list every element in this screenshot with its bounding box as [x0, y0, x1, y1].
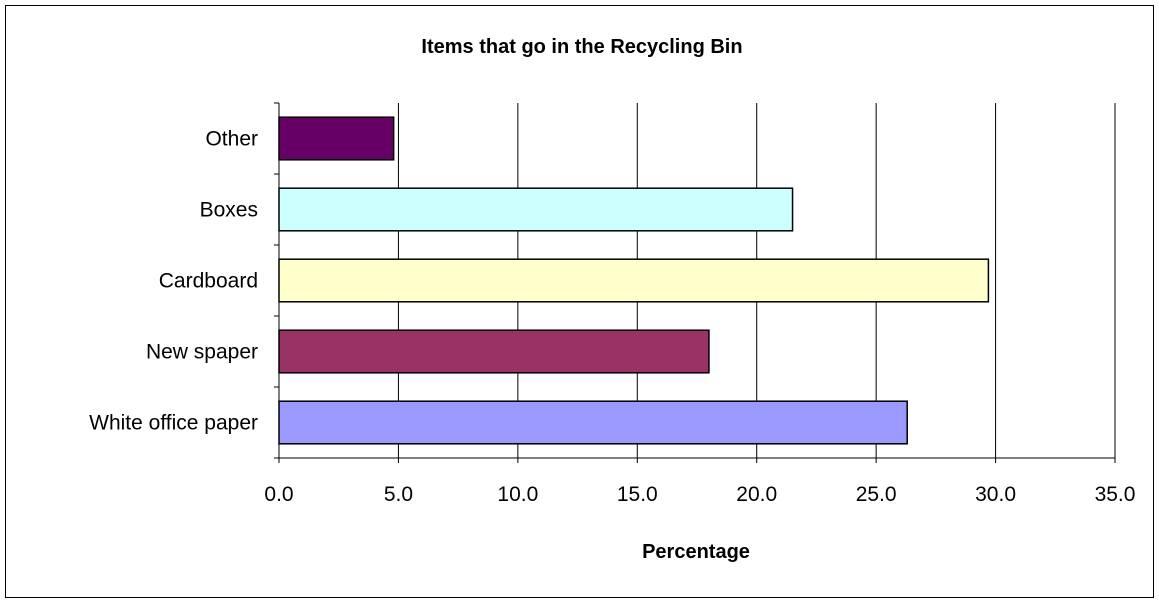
x-tick-label: 15.0 — [617, 483, 658, 506]
category-label: White office paper — [89, 412, 258, 435]
bar-other — [278, 116, 395, 161]
x-tick-label: 20.0 — [736, 483, 777, 506]
bar-new-spaper — [278, 329, 710, 374]
category-label: Boxes — [200, 199, 258, 222]
bar-cardboard — [278, 258, 990, 303]
bar-boxes — [278, 187, 794, 232]
chart-title: Items that go in the Recycling Bin — [421, 36, 742, 58]
x-tick-label: 10.0 — [497, 483, 538, 506]
x-tick-label: 0.0 — [264, 483, 293, 506]
x-axis-title: Percentage — [642, 541, 750, 563]
bars — [278, 116, 990, 445]
x-tick-label: 30.0 — [975, 483, 1016, 506]
axes — [274, 102, 1116, 463]
category-label: Cardboard — [159, 270, 258, 293]
x-tick-labels: 0.0 5.0 10.0 15.0 20.0 25.0 30.0 35.0 — [264, 483, 1135, 506]
x-tick-label: 5.0 — [384, 483, 413, 506]
bar-white-office-paper — [278, 400, 908, 445]
x-tick-label: 25.0 — [856, 483, 897, 506]
category-labels: White office paper New spaper Cardboard Box… — [89, 128, 258, 435]
category-label: Other — [205, 128, 258, 151]
category-label: New spaper — [146, 341, 258, 364]
x-tick-label: 35.0 — [1095, 483, 1136, 506]
